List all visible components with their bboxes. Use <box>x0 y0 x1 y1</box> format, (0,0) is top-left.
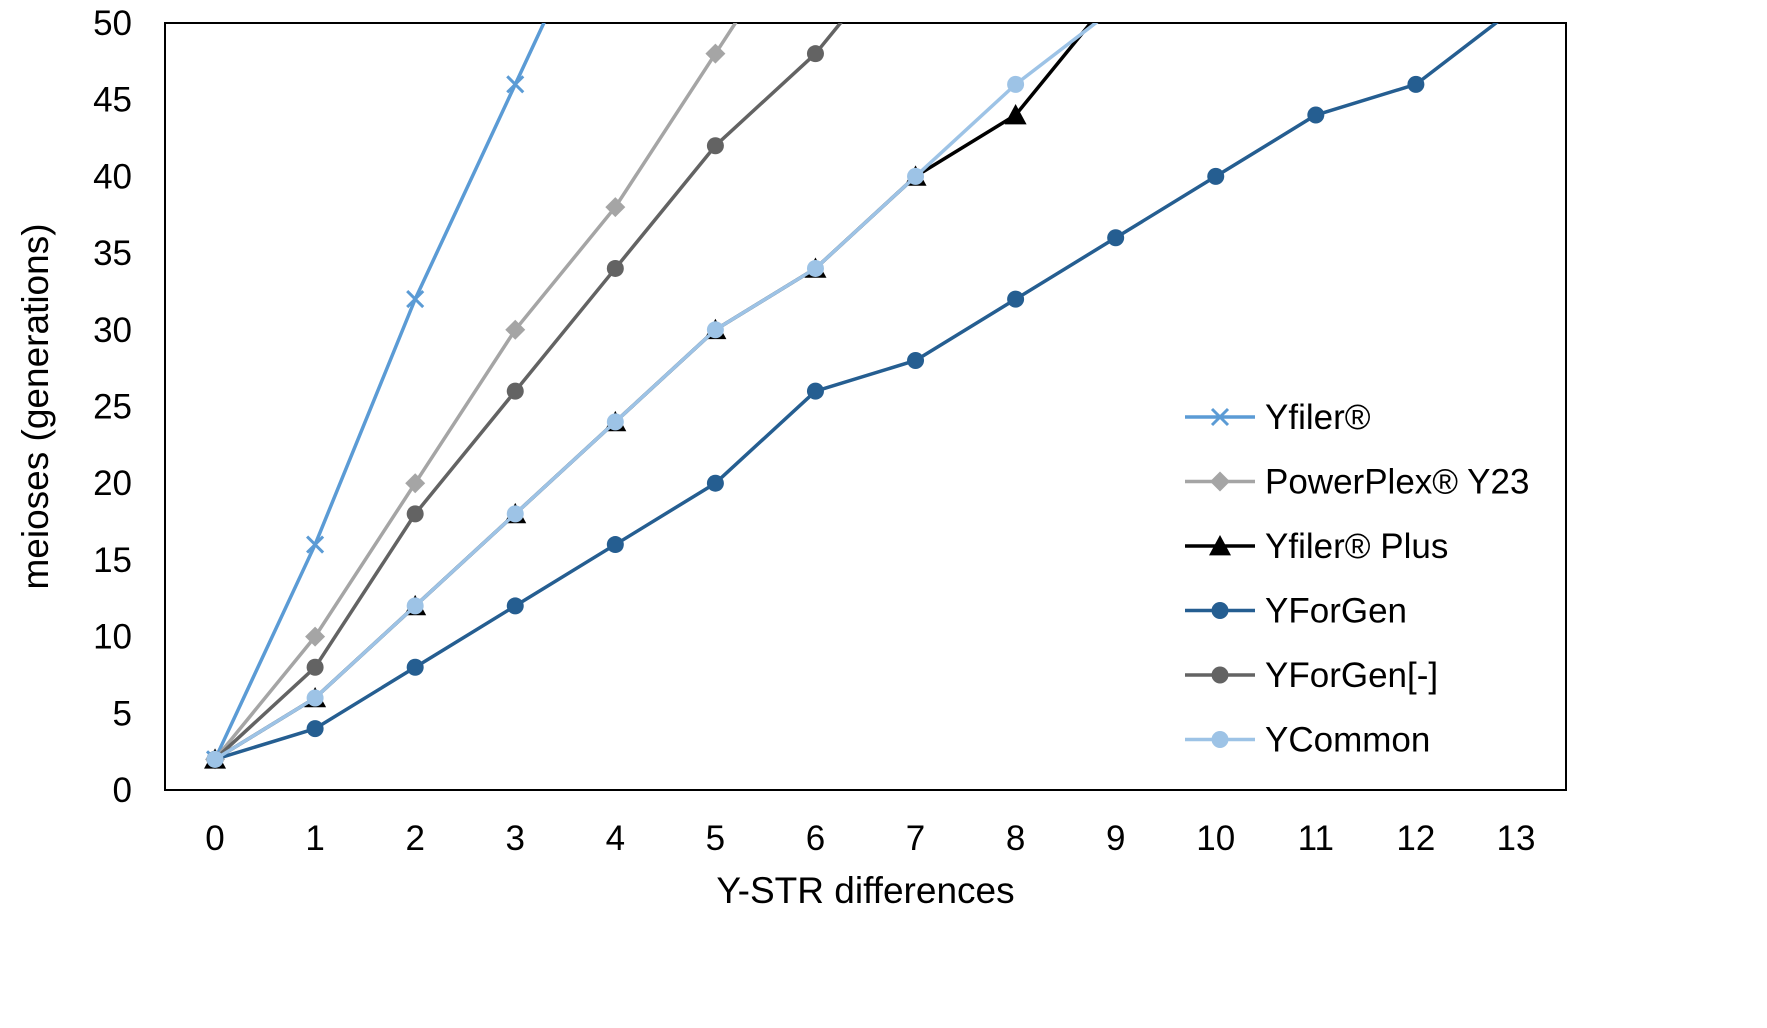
data-point <box>806 382 824 400</box>
y-tick-label: 35 <box>93 234 132 273</box>
y-tick-label: 15 <box>93 541 132 580</box>
legend-marker <box>1211 602 1229 619</box>
y-tick-label: 40 <box>93 157 132 196</box>
y-tick-label: 50 <box>93 4 132 43</box>
series-1 <box>205 23 738 770</box>
x-axis-ticks: 0 1 2 3 4 5 6 7 8 9 10 11 12 13 <box>205 819 1535 858</box>
data-point <box>306 720 324 738</box>
legend-label: Yfiler® <box>1265 398 1371 437</box>
data-point <box>706 474 724 492</box>
y-tick-label: 30 <box>93 311 132 350</box>
data-point <box>306 658 324 676</box>
legend: Yfiler® PowerPlex® Y23 Yfiler® Plus YForGen… <box>1185 398 1529 760</box>
data-point <box>505 319 526 340</box>
data-point <box>1004 104 1027 125</box>
x-tick-label: 2 <box>405 819 424 858</box>
data-point <box>1507 0 1524 16</box>
series-line <box>214 23 1099 761</box>
data-point <box>306 535 325 554</box>
data-point <box>806 45 824 63</box>
data-point <box>907 351 925 369</box>
data-point <box>1107 0 1124 16</box>
data-point <box>1307 106 1325 124</box>
x-axis-title: Y-STR differences <box>716 870 1014 911</box>
x-tick-label: 4 <box>606 819 625 858</box>
data-point <box>606 259 624 277</box>
plot-area <box>164 22 1567 791</box>
x-tick-label: 11 <box>1298 819 1334 858</box>
data-point <box>506 597 524 615</box>
x-tick-label: 12 <box>1396 819 1435 858</box>
data-point <box>1207 167 1225 185</box>
data-point <box>506 382 524 400</box>
data-point <box>605 197 626 218</box>
data-point <box>1007 75 1025 93</box>
legend-marker <box>1210 471 1230 492</box>
series-3 <box>206 0 1524 768</box>
data-point <box>1007 290 1025 308</box>
y-tick-label: 0 <box>113 771 132 810</box>
legend-item: PowerPlex® Y23 <box>1185 463 1529 502</box>
y-tick-label: 45 <box>93 81 132 120</box>
y-axis-ticks: 0 5 10 15 20 25 30 35 40 45 50 <box>93 4 132 810</box>
data-point <box>506 75 525 94</box>
legend-item: Yfiler® Plus <box>1185 527 1448 566</box>
legend-item: Yfiler® <box>1185 398 1371 437</box>
x-tick-label: 13 <box>1496 819 1535 858</box>
legend-label: YForGen[-] <box>1265 656 1438 695</box>
series-4 <box>206 23 843 768</box>
data-point <box>606 536 624 554</box>
x-tick-label: 1 <box>305 819 324 858</box>
data-point <box>907 167 925 185</box>
x-tick-label: 9 <box>1106 819 1125 858</box>
data-point <box>1107 229 1125 247</box>
y-tick-label: 25 <box>93 388 132 427</box>
data-point <box>705 43 726 64</box>
legend-marker <box>1210 407 1230 427</box>
y-tick-label: 20 <box>93 464 132 503</box>
x-tick-label: 6 <box>806 819 825 858</box>
legend-label: PowerPlex® Y23 <box>1265 463 1529 502</box>
legend-item: YCommon <box>1185 721 1430 760</box>
data-point <box>606 413 624 431</box>
data-point <box>406 505 424 523</box>
series-line <box>213 23 843 761</box>
legend-marker <box>1209 535 1231 556</box>
data-point <box>306 689 324 707</box>
x-tick-label: 0 <box>205 819 224 858</box>
data-point <box>406 290 425 309</box>
legend-item: YForGen[-] <box>1185 656 1438 695</box>
legend-item: YForGen <box>1185 592 1407 631</box>
data-point <box>406 658 424 676</box>
data-point <box>206 750 224 768</box>
data-point <box>806 259 824 277</box>
legend-marker <box>1211 731 1229 748</box>
data-point <box>506 505 524 523</box>
x-tick-label: 3 <box>506 819 525 858</box>
y-axis-title: meioses (generations) <box>15 223 56 589</box>
x-tick-label: 8 <box>1006 819 1025 858</box>
legend-label: YForGen <box>1265 592 1407 631</box>
data-point <box>406 597 424 615</box>
series-group <box>204 0 1524 770</box>
data-point <box>706 321 724 339</box>
y-tick-label: 10 <box>93 618 132 657</box>
data-point <box>706 137 724 155</box>
data-point <box>1407 75 1425 93</box>
series-5 <box>206 0 1124 768</box>
data-point <box>405 473 426 494</box>
x-tick-label: 5 <box>706 819 725 858</box>
x-tick-label: 7 <box>906 819 925 858</box>
data-point <box>1105 0 1127 2</box>
x-tick-label: 10 <box>1196 819 1235 858</box>
data-point <box>305 626 326 647</box>
legend-label: Yfiler® Plus <box>1265 527 1448 566</box>
legend-marker <box>1211 666 1229 684</box>
y-tick-label: 5 <box>113 694 132 733</box>
legend-label: YCommon <box>1265 721 1430 760</box>
